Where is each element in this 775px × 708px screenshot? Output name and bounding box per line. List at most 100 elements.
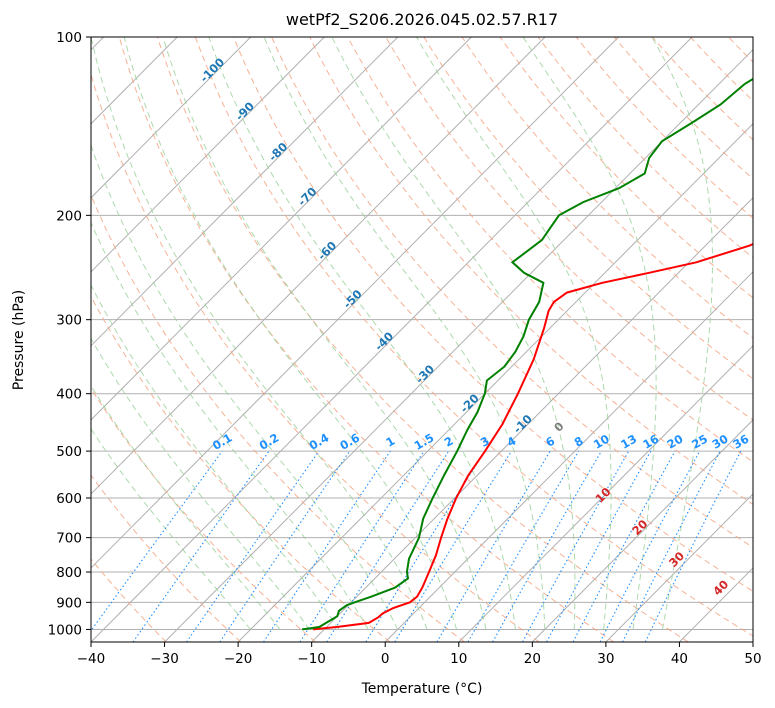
mixing-ratio-line bbox=[91, 450, 223, 632]
mixing-ratio-line bbox=[546, 450, 652, 642]
y-tick-label: 900 bbox=[56, 595, 82, 611]
moist-adiabat-line bbox=[123, 37, 457, 630]
background-lines bbox=[91, 37, 753, 642]
mixing-ratio-line bbox=[219, 450, 351, 642]
mixing-ratio-line bbox=[436, 450, 551, 642]
dry-adiabat-line bbox=[347, 37, 753, 463]
x-tick-label: 20 bbox=[524, 651, 541, 667]
dry-adiabat-line bbox=[309, 37, 753, 505]
moist-adiabat-label: -60 bbox=[315, 238, 340, 263]
moist-adiabat-label: -90 bbox=[232, 99, 257, 124]
mixing-ratio-label: 0.2 bbox=[257, 430, 282, 452]
dry-adiabat-line bbox=[156, 37, 689, 642]
moist-adiabat-label: -30 bbox=[413, 362, 438, 387]
x-tick-label: 10 bbox=[450, 651, 467, 667]
mixing-ratio-label: 25 bbox=[689, 432, 710, 452]
x-axis-label: Temperature (°C) bbox=[361, 681, 483, 697]
moist-adiabat-line bbox=[162, 37, 487, 630]
isotherm-line bbox=[458, 345, 753, 642]
isotherm-line bbox=[164, 48, 753, 642]
dry-adiabat-line bbox=[690, 37, 753, 102]
mixing-ratio-label: 30 bbox=[710, 432, 731, 452]
temperature-line bbox=[312, 242, 753, 631]
moist-adiabat-line bbox=[91, 144, 399, 630]
mixing-ratio-line bbox=[299, 450, 425, 642]
x-tick-label: −10 bbox=[297, 651, 326, 667]
isotherm-line bbox=[91, 37, 472, 421]
mixing-ratio-line bbox=[644, 450, 742, 642]
isotherm-line bbox=[384, 271, 753, 642]
x-tick-label: −20 bbox=[224, 651, 253, 667]
mixing-ratio-line bbox=[394, 450, 512, 642]
moist-adiabat-line bbox=[91, 221, 369, 630]
isotherm-line bbox=[531, 419, 753, 642]
x-tick-label: −40 bbox=[77, 651, 106, 667]
moist-adiabat-line bbox=[91, 337, 310, 630]
dry-adiabat-line bbox=[651, 37, 753, 141]
moist-adiabat-line bbox=[263, 37, 546, 630]
dry-adiabat-line bbox=[499, 37, 753, 299]
moist-adiabat-line bbox=[91, 283, 340, 630]
dry-adiabat-line bbox=[91, 295, 391, 642]
mixing-ratio-label: 0.4 bbox=[307, 430, 332, 452]
mixing-ratio-line bbox=[132, 450, 270, 642]
x-tick-label: 40 bbox=[671, 651, 688, 667]
isotherm-line bbox=[679, 567, 753, 642]
mixing-ratio-label: 1.5 bbox=[412, 430, 437, 452]
dry-adiabat-line bbox=[91, 193, 465, 642]
dry-adiabat-line bbox=[91, 387, 316, 642]
y-tick-label: 200 bbox=[56, 208, 82, 224]
dry-adiabat-line bbox=[271, 37, 753, 549]
y-tick-label: 1000 bbox=[48, 622, 82, 638]
mixing-ratio-line bbox=[622, 450, 721, 642]
moist-adiabat-label: -40 bbox=[372, 329, 397, 354]
mixing-ratio-line bbox=[186, 450, 320, 642]
mixing-ratio-label: 20 bbox=[665, 432, 686, 452]
dry-adiabat-line bbox=[461, 37, 753, 339]
moist-adiabat-label: -70 bbox=[295, 184, 320, 209]
moist-adiabat-line bbox=[522, 37, 657, 630]
moist-adiabat-line bbox=[331, 37, 576, 630]
axis-ticks: −40 −30 −20 −10 0 10 20 30 40 5010009008007006005… bbox=[48, 30, 762, 667]
x-tick-label: 30 bbox=[597, 651, 614, 667]
x-tick-label: 50 bbox=[744, 651, 761, 667]
dry-adiabat-line bbox=[728, 37, 753, 63]
y-tick-label: 800 bbox=[56, 565, 82, 581]
x-tick-label: −30 bbox=[150, 651, 179, 667]
mixing-ratio-label: 16 bbox=[640, 432, 661, 452]
moist-adiabat-line bbox=[91, 37, 428, 630]
isotherm-line bbox=[237, 123, 753, 642]
isotherm-line bbox=[605, 493, 753, 642]
dry-adiabat-line bbox=[91, 72, 540, 642]
dry-adiabat-label: 10 bbox=[592, 485, 613, 506]
mixing-ratio-label: 13 bbox=[618, 432, 639, 452]
mixing-ratio-line bbox=[263, 450, 391, 642]
y-tick-label: 300 bbox=[56, 313, 82, 329]
mixing-ratio-label: 6 bbox=[543, 434, 557, 450]
mixing-ratio-label: 1 bbox=[383, 434, 397, 450]
isotherm-line bbox=[91, 37, 399, 347]
isotherm-line bbox=[91, 37, 252, 199]
moist-adiabat-line bbox=[416, 37, 612, 630]
mixing-ratio-line bbox=[326, 450, 450, 642]
chart-title: wetPf2_S206.2026.045.02.57.R17 bbox=[286, 10, 558, 30]
isotherm-line bbox=[91, 37, 619, 569]
dry-adiabat-line bbox=[91, 474, 242, 642]
moist-adiabat-line bbox=[91, 428, 251, 630]
isotherm-line bbox=[91, 37, 546, 495]
y-tick-label: 700 bbox=[56, 531, 82, 547]
mixing-ratio-line bbox=[522, 450, 630, 642]
moist-adiabat-line bbox=[651, 37, 713, 630]
x-tick-label: 0 bbox=[381, 651, 390, 667]
y-tick-label: 100 bbox=[56, 30, 82, 46]
dry-adiabat-line bbox=[385, 37, 753, 421]
isotherm-line bbox=[752, 641, 753, 642]
dewpoint-line bbox=[301, 77, 753, 631]
y-tick-label: 600 bbox=[56, 491, 82, 507]
y-axis-label: Pressure (hPa) bbox=[11, 290, 27, 390]
moist-adiabat-label: -50 bbox=[340, 287, 365, 312]
dry-adiabat-line bbox=[233, 37, 753, 592]
mixing-ratio-label: 0.1 bbox=[210, 430, 235, 452]
mixing-ratio-label: 10 bbox=[591, 432, 612, 452]
